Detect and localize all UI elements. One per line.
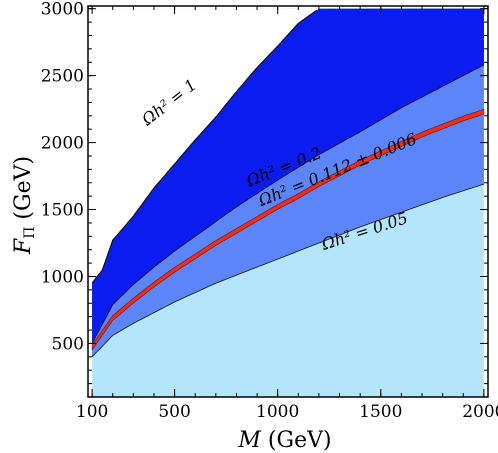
y-axis-label: FΠ (GeV) — [11, 156, 38, 255]
tick-labels: 100 500 1000 1500 2000 500 1000 1500 2000 2500 300… — [41, 0, 498, 422]
y-tick-label: 1000 — [41, 267, 84, 287]
regions — [92, 8, 484, 398]
contour-omega-0p2 — [91, 64, 485, 344]
ticks — [88, 6, 488, 397]
x-axis-label: M (GeV) — [237, 428, 331, 453]
x-tick-label: 1500 — [359, 402, 402, 422]
contour-omega-1 — [91, 9, 318, 284]
y-tick-label: 500 — [52, 334, 84, 354]
region-omega-gt-1 — [92, 8, 484, 344]
y-tick-label: 3000 — [41, 0, 84, 20]
x-tick-label: 500 — [158, 402, 190, 422]
y-tick-label: 1500 — [41, 201, 84, 221]
region-excluded-top — [92, 8, 484, 284]
y-tick-label: 2500 — [41, 67, 84, 87]
relic-band-area — [91, 109, 485, 351]
plot-frame — [87, 5, 489, 398]
contours — [91, 9, 485, 358]
contour-omega-0p05 — [91, 183, 485, 358]
y-tick-label: 2000 — [41, 134, 84, 154]
x-tick-label: 1000 — [256, 402, 299, 422]
relic-band — [91, 109, 485, 351]
x-tick-label: 2000 — [462, 402, 498, 422]
x-tick-label: 100 — [76, 402, 108, 422]
